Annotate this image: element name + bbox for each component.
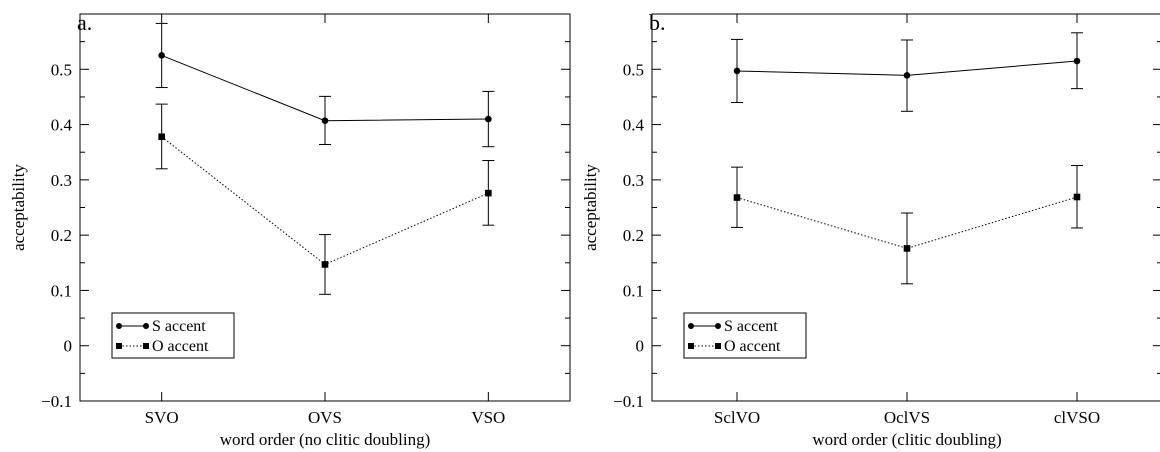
legend: S accent O accent — [111, 312, 235, 359]
y-tick-label: 0.3 — [51, 171, 72, 190]
series-o-accent — [155, 103, 495, 295]
legend-marker — [116, 323, 122, 329]
data-point — [733, 194, 741, 201]
y-tick-label: 0.1 — [51, 281, 72, 300]
panel-label: a. — [77, 10, 92, 35]
y-tick-label: −0.1 — [41, 392, 72, 411]
y-tick-label: 0.3 — [623, 171, 644, 190]
x-tick-label: SclVO — [714, 408, 760, 427]
y-axis-title: acceptability — [581, 164, 600, 251]
y-tick-label: 0.4 — [51, 116, 73, 135]
x-tick-label: OclVS — [884, 408, 930, 427]
series-s-accent — [155, 22, 495, 148]
y-tick-label: 0.5 — [623, 60, 644, 79]
legend-label: O accent — [724, 338, 781, 355]
legend-marker — [688, 343, 694, 349]
x-axis-title: word order (no clitic doubling) — [220, 430, 431, 449]
y-tick-label: 0.2 — [623, 226, 644, 245]
x-tick-label: clVSO — [1054, 408, 1100, 427]
x-tick-label: SVO — [145, 408, 179, 427]
legend-box — [111, 312, 235, 359]
y-tick-label: 0.1 — [623, 281, 644, 300]
legend-label: O accent — [152, 338, 209, 355]
legend-marker — [143, 343, 149, 349]
legend-label: S accent — [152, 318, 206, 335]
x-tick-label: VSO — [471, 408, 505, 427]
panel-label: b. — [649, 10, 666, 35]
legend-marker — [715, 323, 721, 329]
legend-box — [683, 312, 807, 359]
series-o-accent — [731, 164, 1083, 285]
y-tick-label: 0 — [636, 337, 645, 356]
data-point — [321, 117, 329, 125]
legend-label: S accent — [724, 318, 778, 335]
legend-item: O accent — [688, 338, 781, 355]
series-s-accent — [731, 32, 1083, 112]
data-point — [903, 72, 911, 79]
legend-marker — [116, 343, 122, 349]
legend-marker — [688, 323, 694, 329]
y-tick-label: −0.1 — [613, 392, 644, 411]
x-axis-title: word order (clitic doubling) — [812, 430, 1001, 449]
legend-item: S accent — [116, 318, 206, 335]
data-point — [485, 115, 492, 123]
x-tick-label: OVS — [308, 408, 342, 427]
legend-marker — [143, 323, 149, 329]
legend-marker — [715, 343, 721, 349]
legend-item: S accent — [688, 318, 778, 335]
data-point — [1073, 193, 1081, 201]
legend: S accent O accent — [683, 312, 807, 359]
y-tick-label: 0.2 — [51, 226, 72, 245]
data-point — [158, 52, 165, 59]
data-point — [903, 245, 911, 252]
y-tick-label: 0 — [64, 337, 73, 356]
data-point — [485, 189, 492, 197]
panel-b: −0.1 0 0.1 0.2 0.3 0.4 0.5 SclVO OclVS clVSO word … — [581, 10, 1160, 449]
y-tick-label: 0.5 — [51, 60, 72, 79]
data-point — [158, 133, 165, 141]
y-tick-label: 0.4 — [623, 116, 645, 135]
panel-a: −0.1 0 0.1 0.2 0.3 0.4 0.5 SVO OVS VSO word order … — [9, 10, 571, 449]
data-point — [733, 67, 741, 75]
y-axis-title: acceptability — [9, 164, 28, 251]
data-point — [321, 261, 329, 268]
legend-item: O accent — [116, 338, 209, 355]
data-point — [1073, 57, 1081, 65]
